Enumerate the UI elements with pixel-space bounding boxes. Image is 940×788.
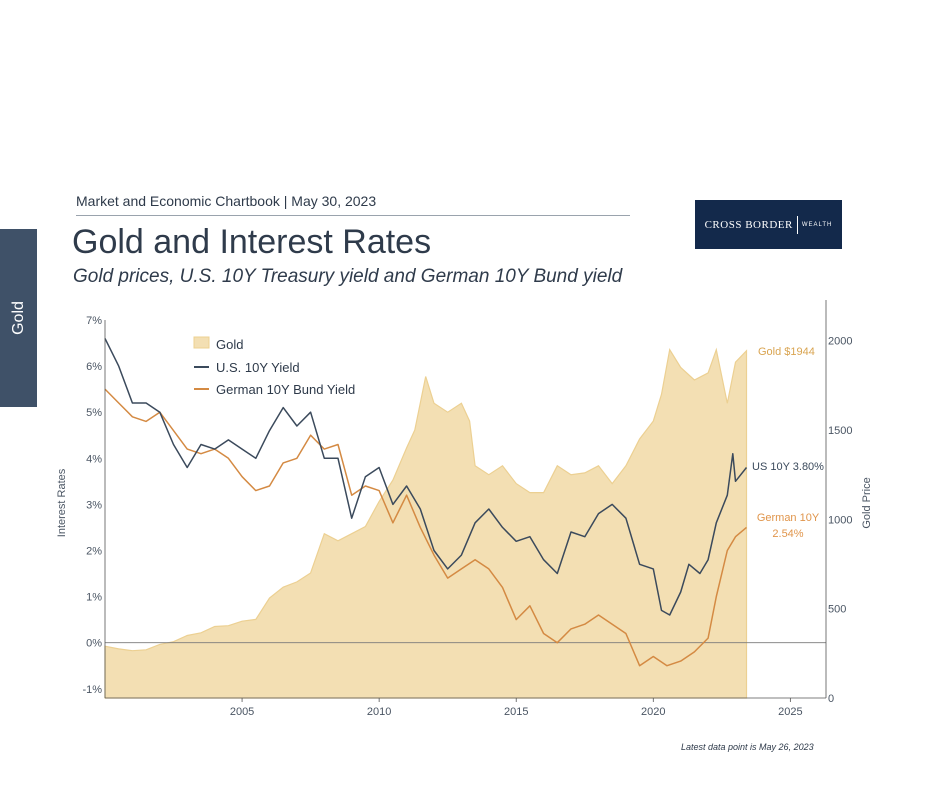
logo-tagline: WEALTH [801, 221, 833, 228]
gold-interest-rates-chart: 7% 6% 5% 4% 3% 2% 1% 0% -1% 2000 1500 1000 500 0 2005 2… [56, 300, 873, 718]
end-label-us: US 10Y 3.80% [752, 461, 824, 473]
logo-separator [796, 215, 798, 234]
y2-tick-label: 0 [828, 693, 834, 705]
y-tick-label: -1% [82, 684, 102, 696]
series-us-10y-line [104, 338, 748, 616]
y-tick-label: 4% [86, 453, 102, 465]
legend-label: U.S. 10Y Yield [216, 360, 300, 375]
x-tick-label: 2020 [641, 706, 665, 718]
legend-swatch-gold [193, 336, 210, 349]
brand-logo: CROSS BORDER WEALTH [695, 200, 842, 249]
y2-tick-label: 500 [828, 604, 846, 616]
y-tick-label: 0% [86, 638, 102, 650]
legend-label: German 10Y Bund Yield [216, 382, 355, 397]
y2-tick-label: 2000 [828, 336, 852, 348]
y-tick-label: 2% [86, 545, 102, 557]
header-divider [76, 215, 630, 216]
x-tick-label: 2025 [778, 706, 802, 718]
footnote: Latest data point is May 26, 2023 [681, 742, 814, 752]
end-label-german: German 10Y [757, 512, 820, 524]
chartbook-header: Market and Economic Chartbook | May 30, … [76, 193, 377, 209]
x-tick-label: 2015 [504, 706, 528, 718]
y-tick-label: 6% [86, 361, 102, 373]
y2-axis-title: Gold Price [861, 477, 873, 528]
y2-tick-label: 1500 [828, 425, 852, 437]
y2-tick-label: 1000 [828, 514, 852, 526]
y-tick-label: 7% [86, 315, 102, 327]
end-label-german-value: 2.54% [772, 528, 803, 540]
y-tick-label: 1% [86, 592, 102, 604]
page-subtitle: Gold prices, U.S. 10Y Treasury yield and… [73, 266, 623, 287]
x-tick-label: 2005 [230, 706, 254, 718]
end-label-gold: Gold $1944 [758, 346, 815, 358]
logo-name: CROSS BORDER [704, 218, 793, 231]
y-tick-label: 3% [86, 499, 102, 511]
y-axis-title: Interest Rates [56, 468, 68, 537]
x-tick-label: 2010 [367, 706, 391, 718]
y-tick-label: 5% [86, 407, 102, 419]
page-title: Gold and Interest Rates [72, 223, 432, 261]
legend-label: Gold [216, 337, 243, 352]
side-tab-gold[interactable]: Gold [0, 229, 37, 407]
